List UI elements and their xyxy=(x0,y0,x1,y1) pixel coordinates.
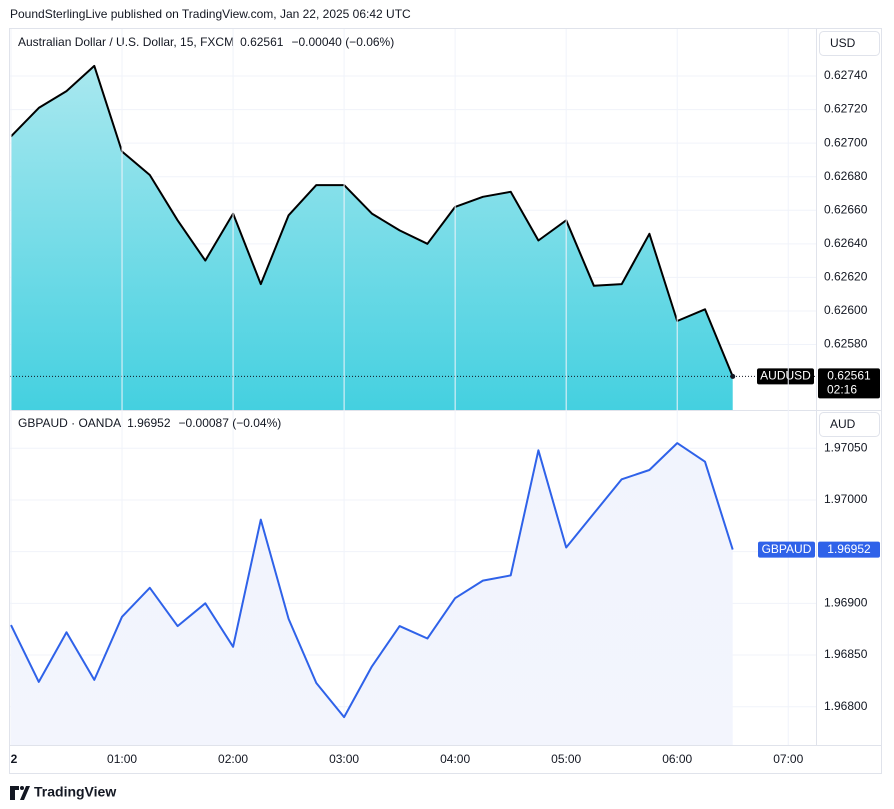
y-tick-label: 0.62640 xyxy=(824,236,868,250)
y-tick-label: 1.97050 xyxy=(824,440,868,454)
currency-button xyxy=(819,412,880,437)
price-label: 0.62561 xyxy=(827,369,871,383)
y-tick-label: 0.62600 xyxy=(824,303,868,317)
x-tick-label: 03:00 xyxy=(329,752,359,766)
legend-value: 1.96952 xyxy=(127,416,171,430)
x-tick-label: 06:00 xyxy=(662,752,692,766)
symbol-label-bg xyxy=(758,541,815,558)
price-line xyxy=(10,442,734,719)
publish-info: PoundSterlingLive published on TradingVi… xyxy=(10,7,411,21)
symbol-label: AUDUSD xyxy=(760,369,811,383)
price-line xyxy=(10,64,734,377)
x-tick-label: 07:00 xyxy=(773,752,803,766)
legend-change: −0.00087 (−0.04%) xyxy=(179,416,282,430)
y-tick-label: 0.62720 xyxy=(824,102,868,116)
y-tick-label: 0.62580 xyxy=(824,337,868,351)
area xyxy=(11,65,733,410)
y-tick-label: 0.62620 xyxy=(824,270,868,284)
legend-title: Australian Dollar / U.S. Dollar, 15, FXC… xyxy=(18,35,234,49)
y-tick-label: 0.62660 xyxy=(824,202,868,216)
price-label-bg xyxy=(818,368,880,399)
brand: TradingView xyxy=(34,784,116,800)
last-point xyxy=(730,373,736,379)
y-tick-label: 0.62700 xyxy=(824,135,868,149)
currency: USD xyxy=(830,36,856,50)
x-tick-label: 01:00 xyxy=(107,752,137,766)
currency-button xyxy=(819,31,880,56)
countdown: 02:16 xyxy=(827,383,857,397)
logo xyxy=(10,786,30,800)
y-tick-label: 0.62680 xyxy=(824,169,868,183)
legend-title: GBPAUD · OANDA xyxy=(18,416,121,430)
symbol-label-bg xyxy=(757,368,814,385)
legend-change: −0.00040 (−0.06%) xyxy=(291,35,394,49)
symbol-label: GBPAUD xyxy=(762,542,812,556)
area xyxy=(11,443,733,745)
legend: Australian Dollar / U.S. Dollar, 15, FXC… xyxy=(18,35,394,49)
x-tick-label: 04:00 xyxy=(440,752,470,766)
legend-value: 0.62561 xyxy=(240,35,284,49)
price-label: 1.96952 xyxy=(827,542,871,556)
y-tick-label: 1.96800 xyxy=(824,699,868,713)
currency: AUD xyxy=(830,417,856,431)
y-tick-label: 1.97000 xyxy=(824,492,868,506)
y-tick-label: 0.62740 xyxy=(824,68,868,82)
x-tick-label: 02:00 xyxy=(218,752,248,766)
x-tick-label: 05:00 xyxy=(551,752,581,766)
y-tick-label: 1.96900 xyxy=(824,596,868,610)
price-label-bg xyxy=(818,541,880,558)
y-tick-label: 1.96850 xyxy=(824,647,868,661)
x-tick-label: 2 xyxy=(11,752,18,766)
legend: GBPAUD · OANDA 1.96952 −0.00087 (−0.04%) xyxy=(18,416,281,430)
chart-frame xyxy=(9,28,882,774)
